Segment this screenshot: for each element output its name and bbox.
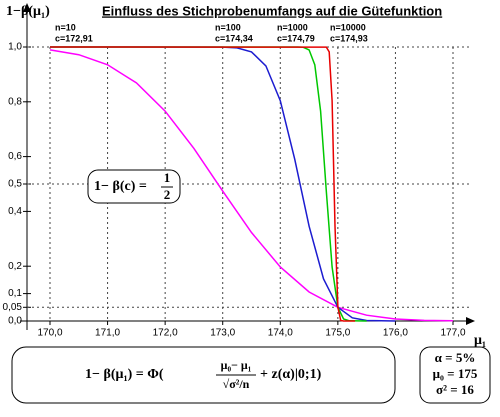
x-tick-label: 170,0 — [37, 328, 62, 339]
y-tick-label: 0,8 — [8, 96, 22, 107]
param: μ₀ = 175 — [433, 366, 478, 381]
y-tick-label: 0,1 — [8, 288, 22, 299]
x-tick-label: 173,0 — [210, 328, 235, 339]
x-tick-label: 176,0 — [383, 328, 408, 339]
line-series — [49, 46, 356, 322]
x-tick-label: 172,0 — [153, 328, 178, 339]
chart-title: Einfluss des Stichprobenumfangs auf die … — [102, 3, 442, 18]
line-series — [49, 46, 396, 322]
formula-num: μ₀− μ₁ — [221, 358, 252, 372]
line-series — [49, 49, 454, 322]
y-tick-label: 0,0 — [8, 316, 22, 327]
half-box — [87, 169, 181, 204]
x-tick-label: 174,0 — [268, 328, 293, 339]
formula-box — [11, 346, 396, 404]
series-label: n=10000 — [330, 22, 366, 32]
half-box-lhs: 1− β(c) = — [94, 179, 147, 194]
half-box-num: 1 — [164, 170, 171, 185]
series-c-label: c=174,79 — [277, 33, 315, 43]
x-tick-label: 177,0 — [440, 328, 465, 339]
y-tick-label: 0,6 — [8, 151, 22, 162]
param: α = 5% — [435, 350, 476, 365]
series-label: n=1000 — [277, 22, 308, 32]
formula-rest: + z(α)|0;1) — [260, 367, 322, 382]
y-tick-label: 0,4 — [8, 206, 22, 217]
x-tick-label: 171,0 — [95, 328, 120, 339]
half-box-den: 2 — [164, 187, 171, 202]
series-label: n=100 — [215, 22, 241, 32]
param-box — [419, 346, 491, 404]
series-label: n=10 — [55, 22, 76, 32]
y-axis-arrow — [23, 3, 31, 12]
param: σ² = 16 — [436, 382, 474, 397]
y-tick-label: 0,5 — [8, 179, 22, 190]
series-c-label: c=174,93 — [330, 33, 368, 43]
x-axis-label: μ₁ — [474, 333, 486, 348]
formula-lhs: 1− β(μ₁) = Φ( — [85, 367, 164, 382]
series-c-label: c=172,91 — [55, 33, 93, 43]
x-axis-arrow — [466, 317, 475, 325]
x-tick-label: 175,0 — [325, 328, 350, 339]
y-tick-label: 0,05 — [3, 302, 23, 313]
formula-den: √σ²/n — [223, 377, 250, 391]
series-c-label: c=174,34 — [215, 33, 253, 43]
y-tick-label: 0,2 — [8, 261, 22, 272]
y-tick-label: 1,0 — [8, 42, 22, 53]
